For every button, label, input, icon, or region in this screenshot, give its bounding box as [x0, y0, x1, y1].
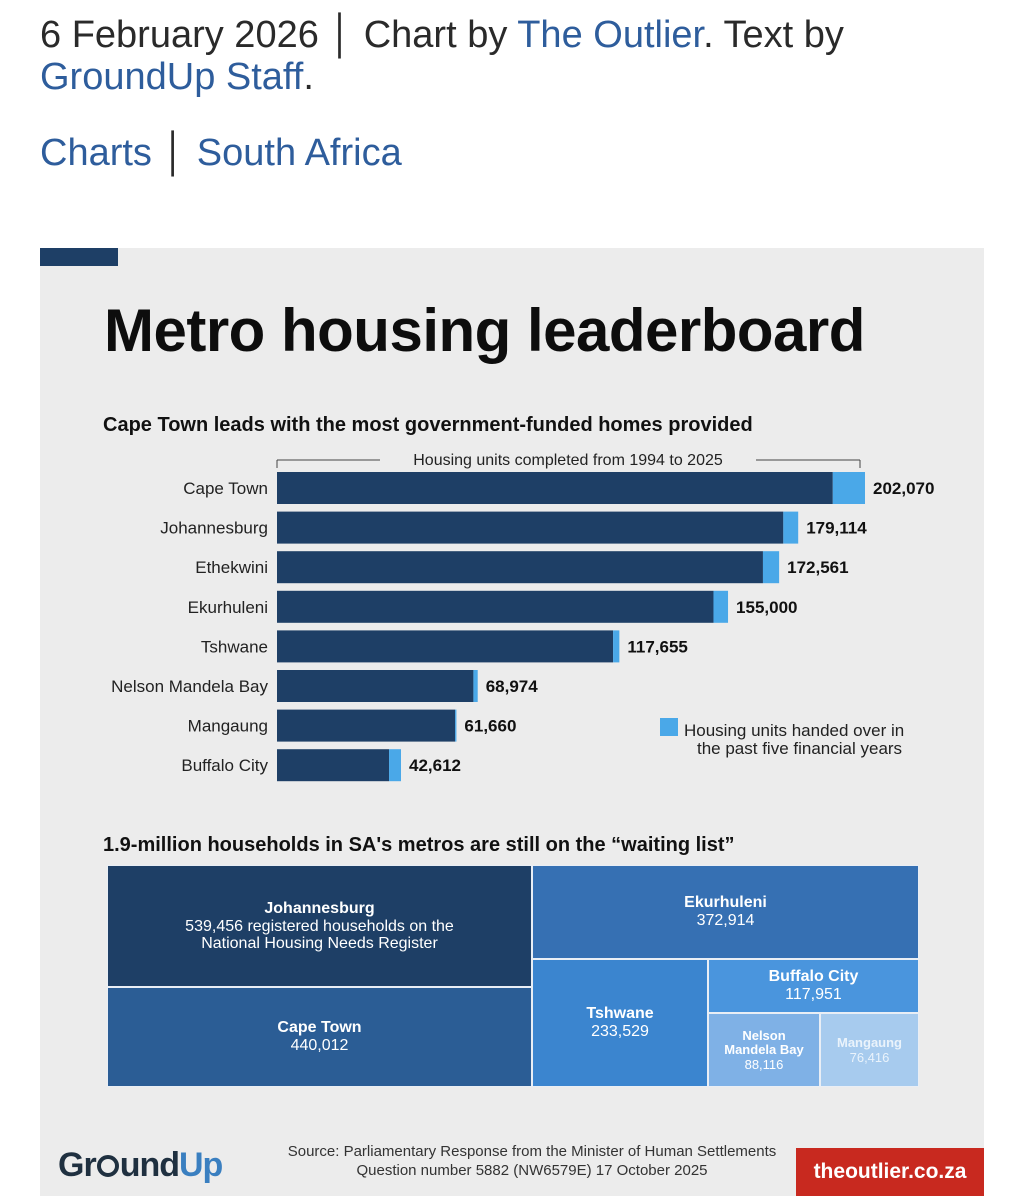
treemap-name: Ekurhuleni	[684, 894, 767, 911]
bar-completed	[277, 551, 763, 584]
bar-value-label: 61,660	[464, 717, 516, 736]
treemap-cell-cape-town: Cape Town 440,012	[107, 987, 532, 1087]
legend-swatch	[660, 718, 678, 736]
infographic-footer: Gr undUp Source: Parliamentary Response f…	[40, 1136, 984, 1196]
legend-line-2: the past five financial years	[697, 739, 902, 758]
bar-recent	[613, 630, 620, 663]
treemap-value: 539,456 registered households on the	[185, 918, 454, 935]
bar-recent	[713, 590, 729, 623]
treemap-cell-tshwane: Tshwane 233,529	[532, 959, 708, 1087]
treemap-value: 372,914	[696, 912, 755, 929]
accent-bar	[40, 248, 118, 266]
logo-text-gr: Gr	[58, 1146, 97, 1184]
treemap-subtitle: 1.9-million households in SA's metros ar…	[103, 834, 735, 856]
logo-text-up: Up	[179, 1146, 223, 1184]
category-label: Johannesburg	[160, 519, 268, 538]
bar-completed	[277, 590, 714, 623]
groundup-logo: Gr undUp	[58, 1146, 223, 1185]
bar-value-label: 179,114	[806, 519, 867, 538]
outlier-badge[interactable]: theoutlier.co.za	[796, 1148, 984, 1196]
source-line-1: Source: Parliamentary Response from the …	[287, 1143, 777, 1160]
treemap-value: 440,012	[290, 1037, 349, 1054]
bar-value-label: 42,612	[409, 756, 461, 775]
treemap-name-line-2: Mandela Bay	[724, 1041, 804, 1057]
infographic-title: Metro housing leaderboard	[104, 297, 865, 364]
housing-bar-chart: Housing units completed from 1994 to 202…	[111, 452, 934, 782]
tag-charts-link[interactable]: Charts	[40, 132, 152, 174]
bar-completed	[277, 511, 784, 544]
bars-layer: Cape Town 202,070 Johannesburg 179,114 Ethek…	[111, 472, 934, 782]
bar-recent	[389, 749, 401, 782]
text-by-prefix: . Text by	[703, 14, 844, 56]
tag-south-africa-link[interactable]: South Africa	[196, 132, 402, 174]
category-label: Cape Town	[183, 479, 268, 498]
waiting-list-treemap: Johannesburg 539,456 registered househol…	[107, 865, 919, 1087]
byline-separator: │	[329, 14, 354, 56]
treemap-cell-nelson-mandela-bay: Nelson Mandela Bay 88,116	[708, 1013, 820, 1087]
legend-line-1: Housing units handed over in	[684, 721, 904, 740]
bar-completed	[277, 749, 390, 782]
category-label: Nelson Mandela Bay	[111, 677, 268, 696]
treemap-name: Cape Town	[277, 1019, 362, 1036]
bar-value-label: 117,655	[627, 637, 688, 656]
treemap-value: 76,416	[849, 1050, 890, 1065]
source-note: Source: Parliamentary Response from the …	[252, 1142, 812, 1180]
axis-label: Housing units completed from 1994 to 202…	[413, 452, 723, 469]
tag-separator: │	[162, 132, 187, 174]
bar-completed	[277, 472, 833, 504]
treemap-value: 117,951	[785, 986, 842, 1003]
source-line-2: Question number 5882 (NW6579E) 17 Octobe…	[356, 1162, 708, 1179]
bar-completed	[277, 670, 474, 702]
publish-date: 6 February 2026	[40, 14, 319, 56]
infographic-card: Metro housing leaderboard Cape Town lead…	[40, 248, 984, 1196]
byline-end: .	[303, 56, 314, 98]
chart-author-link[interactable]: The Outlier	[517, 14, 704, 56]
text-author-link[interactable]: GroundUp Staff	[40, 56, 304, 98]
treemap-cell-mangaung: Mangaung 76,416	[820, 1013, 919, 1087]
bar-value-label: 68,974	[486, 677, 539, 696]
bar-value-label: 172,561	[787, 558, 848, 577]
treemap-cell-johannesburg: Johannesburg 539,456 registered househol…	[107, 865, 532, 987]
bar-value-label: 202,070	[873, 479, 934, 498]
bar-recent	[783, 511, 799, 544]
article-byline: 6 February 2026 │ Chart by The Outlier. …	[40, 14, 1000, 98]
treemap-cell-ekurhuleni: Ekurhuleni 372,914	[532, 865, 919, 959]
treemap-value: 233,529	[591, 1023, 649, 1040]
aperture-icon	[96, 1155, 119, 1177]
treemap-name: Mangaung	[837, 1035, 902, 1050]
chart-legend: Housing units handed over in the past fi…	[660, 718, 904, 758]
treemap-name: Johannesburg	[264, 900, 375, 917]
bar-recent	[762, 551, 780, 584]
category-label: Ethekwini	[195, 558, 268, 577]
logo-text-und: und	[119, 1146, 180, 1184]
bar-completed	[277, 630, 614, 663]
treemap-name: Buffalo City	[768, 968, 859, 985]
category-label: Tshwane	[201, 637, 268, 656]
bar-recent	[473, 670, 478, 702]
treemap-name: Tshwane	[586, 1005, 654, 1022]
category-label: Ekurhuleni	[188, 598, 268, 617]
bar-value-label: 155,000	[736, 598, 797, 617]
treemap-cell-buffalo-city: Buffalo City 117,951	[708, 959, 919, 1013]
chart-by-prefix: Chart by	[363, 14, 508, 56]
bar-completed	[277, 709, 456, 742]
treemap-value: 88,116	[744, 1056, 784, 1072]
bar-chart-subtitle: Cape Town leads with the most government…	[103, 414, 753, 436]
category-label: Buffalo City	[181, 756, 268, 775]
treemap-name: Nelson	[742, 1027, 786, 1043]
tag-list: Charts │ South Africa	[40, 132, 402, 174]
bar-recent	[455, 709, 457, 742]
treemap-value-line-2: National Housing Needs Register	[201, 935, 438, 952]
category-label: Mangaung	[188, 717, 268, 736]
bar-recent	[832, 472, 865, 504]
axis-label-bracket: Housing units completed from 1994 to 202…	[276, 452, 861, 469]
